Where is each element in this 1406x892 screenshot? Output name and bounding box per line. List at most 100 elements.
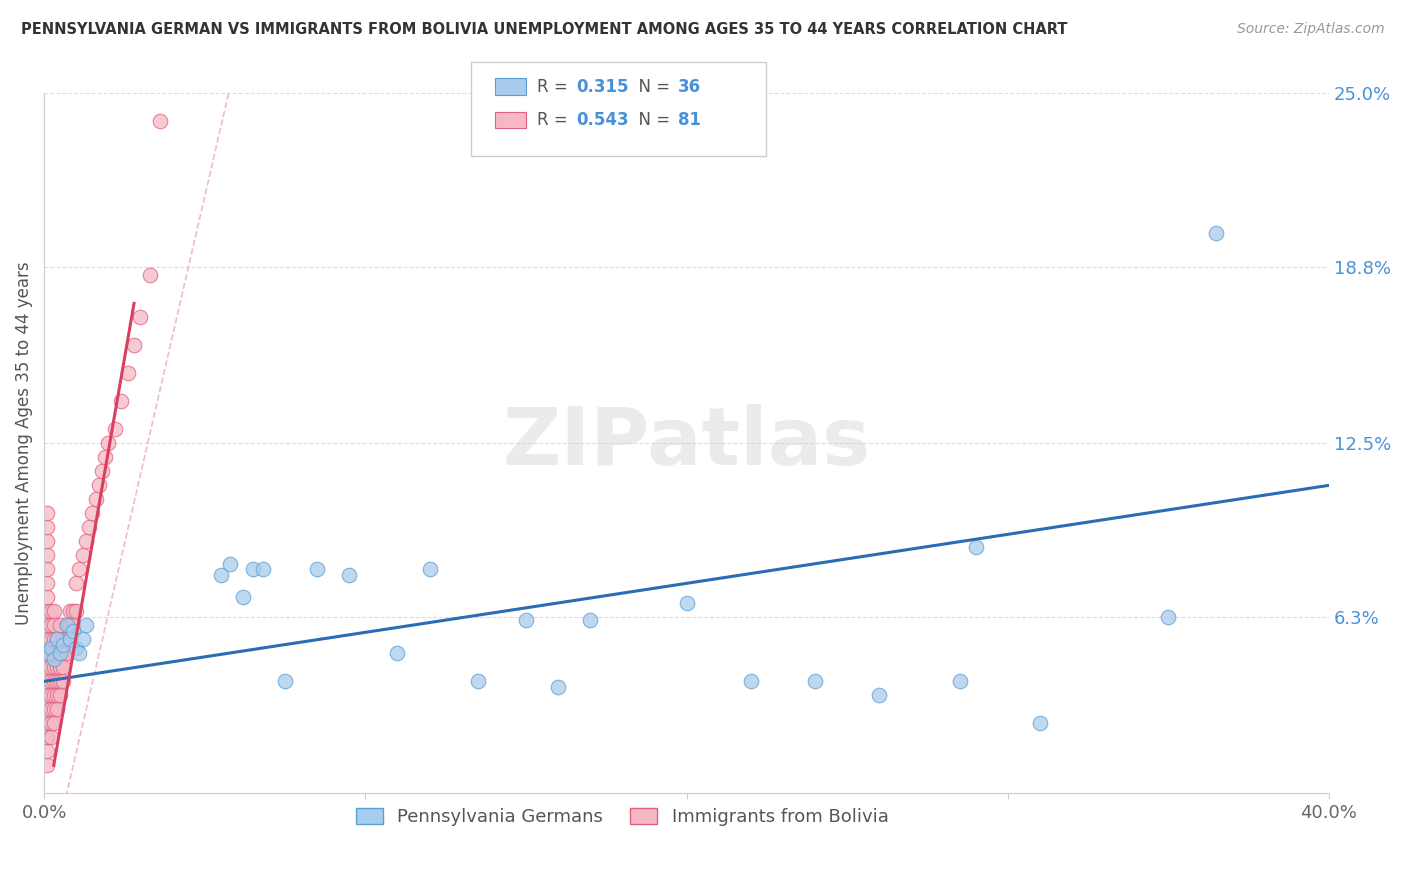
Point: [46, 702, 69, 716]
Point: [37, 534, 59, 549]
Point: [740, 674, 762, 689]
Point: [42, 716, 65, 731]
Point: [42, 702, 65, 716]
Point: [515, 613, 537, 627]
Point: [49, 646, 72, 660]
Point: [37, 646, 59, 660]
Legend: Pennsylvania Germans, Immigrants from Bolivia: Pennsylvania Germans, Immigrants from Bo…: [349, 801, 896, 833]
Text: Source: ZipAtlas.com: Source: ZipAtlas.com: [1237, 22, 1385, 37]
Point: [75, 534, 97, 549]
Text: 81: 81: [678, 112, 700, 129]
Point: [77, 520, 100, 534]
Point: [242, 562, 264, 576]
Point: [55, 618, 77, 632]
Point: [39, 731, 62, 745]
Text: N =: N =: [628, 78, 676, 95]
Point: [467, 674, 489, 689]
Point: [59, 604, 82, 618]
Point: [110, 394, 132, 409]
Point: [37, 562, 59, 576]
Text: ZIPatlas: ZIPatlas: [502, 404, 870, 483]
Point: [42, 618, 65, 632]
Point: [39, 702, 62, 716]
Point: [75, 618, 97, 632]
Point: [46, 660, 69, 674]
Point: [219, 557, 242, 571]
Point: [117, 367, 139, 381]
Point: [1029, 716, 1052, 731]
Point: [72, 632, 94, 647]
Point: [37, 604, 59, 618]
Point: [1157, 610, 1180, 624]
Point: [307, 562, 329, 576]
Point: [965, 540, 987, 554]
Point: [69, 646, 91, 660]
Point: [37, 744, 59, 758]
Point: [52, 674, 75, 689]
Point: [37, 716, 59, 731]
Point: [42, 674, 65, 689]
Point: [49, 646, 72, 660]
Point: [37, 731, 59, 745]
Point: [84, 492, 107, 507]
Point: [52, 646, 75, 660]
Point: [39, 618, 62, 632]
Point: [37, 689, 59, 703]
Point: [122, 338, 145, 352]
Point: [62, 618, 84, 632]
Point: [62, 624, 84, 638]
Text: 0.315: 0.315: [576, 78, 628, 95]
Point: [46, 632, 69, 647]
Point: [42, 689, 65, 703]
Point: [129, 310, 152, 325]
Point: [274, 674, 297, 689]
Text: PENNSYLVANIA GERMAN VS IMMIGRANTS FROM BOLIVIA UNEMPLOYMENT AMONG AGES 35 TO 44 : PENNSYLVANIA GERMAN VS IMMIGRANTS FROM B…: [21, 22, 1067, 37]
Point: [39, 640, 62, 655]
Point: [37, 520, 59, 534]
Point: [94, 450, 117, 465]
Point: [87, 478, 110, 492]
Point: [39, 716, 62, 731]
Y-axis label: Unemployment Among Ages 35 to 44 years: Unemployment Among Ages 35 to 44 years: [15, 261, 32, 625]
Point: [62, 604, 84, 618]
Point: [948, 674, 970, 689]
Point: [65, 604, 87, 618]
Point: [419, 562, 441, 576]
Point: [46, 646, 69, 660]
Point: [139, 268, 162, 283]
Point: [37, 576, 59, 591]
Point: [387, 646, 409, 660]
Text: 0.543: 0.543: [576, 112, 628, 129]
Point: [42, 604, 65, 618]
Point: [37, 660, 59, 674]
Point: [69, 562, 91, 576]
Point: [579, 613, 602, 627]
Point: [52, 660, 75, 674]
Point: [37, 632, 59, 647]
Point: [42, 660, 65, 674]
Point: [39, 646, 62, 660]
Point: [337, 568, 360, 582]
Point: [65, 640, 87, 655]
Point: [49, 618, 72, 632]
Text: R =: R =: [537, 78, 574, 95]
Point: [252, 562, 274, 576]
Point: [37, 549, 59, 563]
Point: [39, 660, 62, 674]
Point: [42, 632, 65, 647]
Point: [59, 632, 82, 647]
Text: 36: 36: [678, 78, 700, 95]
Point: [1205, 227, 1227, 241]
Point: [55, 646, 77, 660]
Point: [59, 632, 82, 647]
Point: [49, 660, 72, 674]
Point: [39, 632, 62, 647]
Point: [868, 689, 890, 703]
Point: [149, 114, 172, 128]
Point: [46, 674, 69, 689]
Point: [675, 596, 697, 610]
Point: [37, 507, 59, 521]
Point: [37, 618, 59, 632]
Point: [55, 618, 77, 632]
Point: [82, 507, 104, 521]
